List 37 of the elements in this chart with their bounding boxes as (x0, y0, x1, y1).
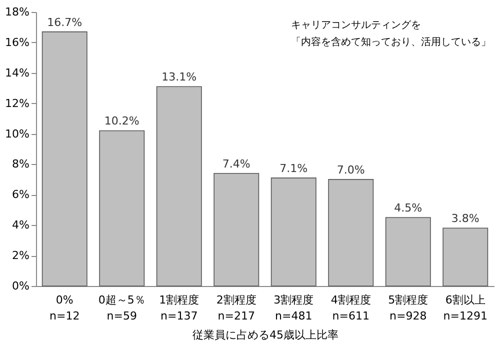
bar (214, 172, 260, 286)
bar (385, 217, 431, 286)
bar (99, 130, 145, 286)
x-tick-label: 5割程度 n=928 (388, 294, 428, 322)
y-tick-label: 18% (5, 6, 30, 18)
bar (42, 31, 88, 286)
data-label: 13.1% (162, 70, 197, 84)
data-label: 3.8% (451, 212, 480, 226)
x-tick-label: 6割以上 n=1291 (443, 294, 488, 322)
bar (442, 228, 488, 286)
data-label: 7.0% (336, 163, 365, 176)
annotation: 「内容を含めて知っており、活用している」 (291, 36, 491, 48)
y-tick-label: 14% (5, 66, 30, 80)
y-tick-label: 0% (12, 280, 30, 292)
x-tick-label: 4割程度 n=611 (330, 294, 371, 322)
y-tick-label: 8% (12, 158, 30, 171)
x-tick-label: 1割程度 n=137 (159, 294, 200, 322)
y-tick-label: 12% (5, 96, 30, 110)
data-label: 10.2% (104, 114, 140, 128)
bar (270, 178, 316, 286)
annotation: キャリアコンサルティングを (291, 20, 421, 31)
y-tick-label: 16% (5, 36, 30, 49)
y-tick-label: 6% (12, 188, 30, 202)
y-tick-label: 4% (12, 218, 30, 232)
x-tick-label: 2割程度 n=217 (216, 294, 256, 322)
y-tick-label: 2% (12, 249, 30, 262)
bar (328, 179, 374, 286)
x-tick-label: 0超～5％ n=59 (98, 294, 146, 322)
bar (156, 86, 202, 286)
data-label: 16.7% (47, 16, 82, 29)
data-label: 7.1% (280, 162, 308, 175)
x-tick-label: 3割程度 n=481 (274, 294, 314, 322)
data-label: 7.4% (222, 157, 250, 170)
data-label: 4.5% (394, 202, 422, 214)
y-tick-label: 10% (5, 127, 30, 140)
x-axis-title: 従業員に占める45歳以上比率 (192, 328, 338, 342)
x-tick-label: 0% n=12 (50, 294, 80, 322)
